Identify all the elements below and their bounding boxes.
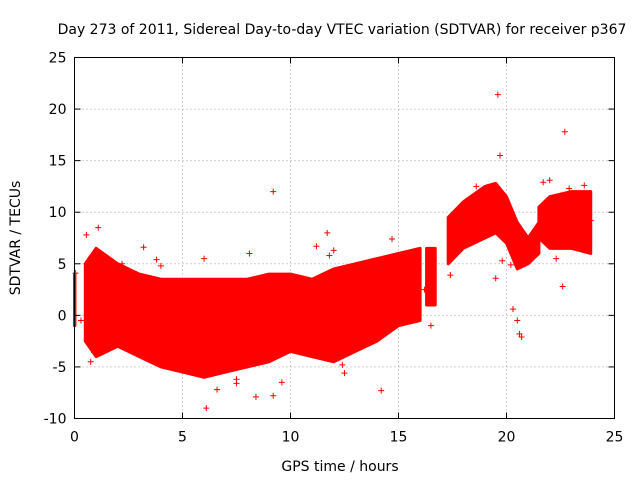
data-point	[183, 281, 190, 288]
chart-title: Day 273 of 2011, Sidereal Day-to-day VTE…	[58, 22, 627, 38]
data-point	[492, 275, 499, 282]
x-tick-label: 10	[282, 430, 300, 446]
data-band	[537, 190, 593, 255]
data-point	[87, 358, 94, 365]
data-point	[90, 349, 97, 356]
data-point	[507, 261, 514, 268]
data-point	[553, 255, 560, 262]
data-point	[188, 357, 195, 364]
data-point	[581, 182, 588, 189]
x-tick-label: 20	[498, 430, 516, 446]
data-point	[421, 286, 428, 293]
data-point	[566, 185, 573, 192]
data-point	[345, 268, 352, 275]
data-point	[313, 243, 320, 250]
data-point	[270, 188, 277, 195]
data-point	[157, 262, 164, 269]
x-tick-label: 15	[390, 430, 408, 446]
data-point	[527, 253, 534, 260]
data-point	[587, 217, 594, 224]
data-point	[497, 152, 504, 159]
y-tick-label: -5	[53, 360, 67, 376]
data-point	[246, 250, 253, 257]
data-point	[95, 224, 102, 231]
data-series	[72, 91, 594, 412]
data-point	[153, 256, 160, 263]
axis-ticks: 0 5 10 15 20 25 -10 -5 0 5 10 15 20 25	[44, 51, 624, 446]
x-tick-label: 25	[606, 430, 624, 446]
y-tick-label: 20	[49, 102, 67, 118]
data-point	[494, 91, 501, 98]
data-band	[446, 181, 541, 271]
x-tick-label: 0	[70, 430, 79, 446]
data-point	[324, 229, 331, 236]
data-point	[499, 257, 506, 264]
data-point	[540, 179, 547, 186]
data-point	[278, 379, 285, 386]
data-point	[252, 393, 259, 400]
plot-frame	[74, 57, 615, 419]
data-point	[378, 387, 385, 394]
data-point	[119, 260, 126, 267]
x-tick-label: 5	[178, 430, 187, 446]
data-point	[270, 392, 277, 399]
data-point	[447, 272, 454, 279]
data-point	[389, 236, 396, 243]
y-tick-label: 10	[49, 205, 67, 221]
data-point	[406, 316, 413, 323]
data-point	[326, 252, 333, 259]
y-tick-label: -10	[44, 412, 67, 428]
y-tick-label: 25	[49, 51, 67, 67]
data-point	[330, 247, 337, 254]
y-axis-label: SDTVAR / TECUs	[8, 181, 24, 296]
data-point	[341, 370, 348, 377]
data-band	[83, 246, 422, 379]
data-point	[561, 128, 568, 135]
data-point	[233, 380, 240, 387]
y-tick-label: 0	[58, 308, 67, 324]
data-point	[473, 183, 480, 190]
data-point	[77, 317, 84, 324]
data-point	[559, 283, 566, 290]
data-point	[466, 201, 473, 208]
data-point	[516, 330, 523, 337]
data-point	[518, 334, 525, 341]
data-point	[514, 317, 521, 324]
y-tick-label: 15	[49, 154, 67, 170]
data-point	[214, 386, 221, 393]
data-point	[339, 361, 346, 368]
data-band	[425, 246, 437, 307]
y-tick-label: 5	[58, 257, 67, 273]
data-point	[410, 315, 417, 322]
data-point	[203, 405, 210, 412]
data-point	[72, 270, 79, 277]
data-point	[427, 322, 434, 329]
x-axis-label: GPS time / hours	[281, 459, 398, 475]
data-point	[83, 231, 90, 238]
data-point	[140, 244, 147, 251]
data-point	[201, 255, 208, 262]
data-point	[546, 177, 553, 184]
data-point	[509, 306, 516, 313]
data-point	[451, 224, 458, 231]
